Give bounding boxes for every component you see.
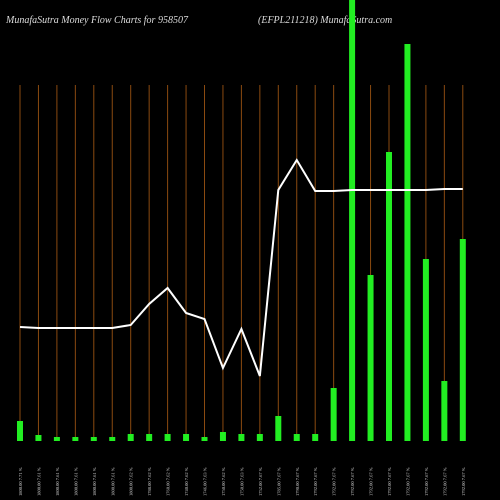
x-tick-label: 1792.00 7.67 % [332, 467, 337, 496]
x-tick-label: 1788.00 7.62 % [147, 467, 152, 496]
x-tick-label: 1792.00 7.67 % [461, 467, 466, 496]
x-tick-label: 1785.00 7.67 % [276, 467, 281, 496]
x-tick-label: 1792.00 7.67 % [387, 467, 392, 496]
x-tick-label: 1792.00 7.67 % [350, 467, 355, 496]
x-tick-label: 1792.00 7.67 % [442, 467, 447, 496]
x-tick-label: 1800.00 7.61 % [36, 467, 41, 496]
bar [386, 152, 392, 441]
bar [367, 275, 374, 441]
bar [312, 434, 319, 441]
labels: 1800.00 7.71 % 1800.00 7.61 % 1800.00 7.61… [18, 467, 466, 496]
bar [330, 388, 337, 441]
x-tick-label: 1800.00 7.61 % [110, 467, 115, 496]
bar [109, 437, 116, 441]
x-tick-label: 1750.00 7.62 % [221, 467, 226, 496]
bar [459, 239, 466, 441]
bar [146, 434, 153, 441]
bar [275, 416, 282, 441]
x-tick-label: 1800.00 7.61 % [55, 467, 60, 496]
bar [164, 434, 171, 441]
x-tick-label: 1750.00 7.63 % [239, 467, 244, 496]
bar [53, 437, 60, 441]
bar [17, 421, 23, 441]
x-tick-label: 1800.00 7.62 % [129, 467, 134, 496]
bar [349, 0, 356, 441]
x-tick-label: 1760.00 7.62 % [166, 467, 171, 496]
bar [256, 434, 263, 441]
x-tick-label: 1752.00 7.67 % [258, 467, 263, 496]
x-tick-label: 1792.00 7.67 % [369, 467, 374, 496]
x-tick-label: 1790.00 7.67 % [295, 467, 300, 496]
x-tick-label: 1800.00 7.71 % [18, 467, 23, 496]
x-tick-label: 1792.00 7.67 % [313, 467, 318, 496]
bar [35, 435, 42, 441]
x-tick-label: 1740.00 7.62 % [184, 467, 189, 496]
x-tick-label: 1800.00 7.61 % [73, 467, 78, 496]
x-tick-label: 1746.00 7.63 % [203, 467, 208, 496]
chart-title: MunafaSutra Money Flow Charts for 958507 [5, 15, 189, 26]
x-tick-label: 1792.00 7.67 % [424, 467, 429, 496]
chart-subtitle: (EFPL211218) MunafaSutra.com [258, 15, 392, 26]
bar [72, 437, 79, 441]
bar [127, 434, 134, 441]
bar [441, 381, 448, 441]
bar [219, 432, 226, 441]
bar [404, 44, 411, 441]
x-tick-label: 1792.00 7.67 % [405, 467, 410, 496]
lines [19, 158, 463, 377]
bar [422, 259, 429, 441]
x-tick-label: 1800.00 7.61 % [92, 467, 97, 496]
bar [183, 434, 190, 441]
price-line [19, 158, 463, 377]
bar [238, 434, 245, 441]
bar [201, 437, 208, 441]
bar [293, 434, 300, 441]
bars [17, 0, 466, 441]
bar [90, 437, 97, 441]
grid [19, 85, 464, 441]
